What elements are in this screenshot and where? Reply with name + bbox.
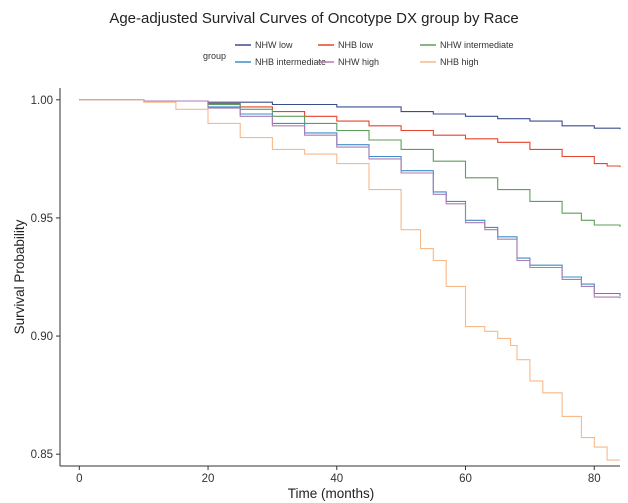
- y-tick-label: 0.95: [31, 213, 53, 225]
- plot-area: [79, 99, 621, 461]
- legend-title: group: [203, 51, 226, 61]
- x-axis-title: Time (months): [288, 486, 375, 501]
- y-tick-label: 0.90: [31, 331, 53, 343]
- legend: group NHW low NHB low NHW intermediate NHB …: [203, 40, 514, 67]
- chart-title: Age-adjusted Survival Curves of Oncotype…: [109, 10, 519, 27]
- series-line: [79, 99, 621, 296]
- axes: 0 20 40 60 80 0.85 0.90 0.95 1.00: [31, 88, 620, 485]
- series-line: [79, 99, 621, 130]
- legend-label: NHB intermediate: [255, 57, 326, 67]
- legend-label: NHW intermediate: [440, 40, 514, 50]
- series-line: [79, 99, 620, 461]
- x-tick-label: 20: [202, 473, 215, 485]
- series-line: [79, 99, 621, 227]
- legend-label: NHW low: [255, 40, 293, 50]
- y-tick-label: 1.00: [31, 95, 53, 107]
- series-line: [79, 99, 621, 299]
- legend-label: NHB high: [440, 57, 479, 67]
- x-tick-label: 80: [588, 473, 601, 485]
- y-axis-title: Survival Probability: [12, 219, 27, 334]
- legend-label: NHW high: [338, 57, 379, 67]
- x-tick-label: 40: [330, 473, 343, 485]
- x-tick-label: 0: [76, 473, 82, 485]
- legend-label: NHB low: [338, 40, 374, 50]
- x-tick-label: 60: [459, 473, 472, 485]
- series-line: [79, 99, 621, 168]
- y-tick-label: 0.85: [31, 449, 53, 461]
